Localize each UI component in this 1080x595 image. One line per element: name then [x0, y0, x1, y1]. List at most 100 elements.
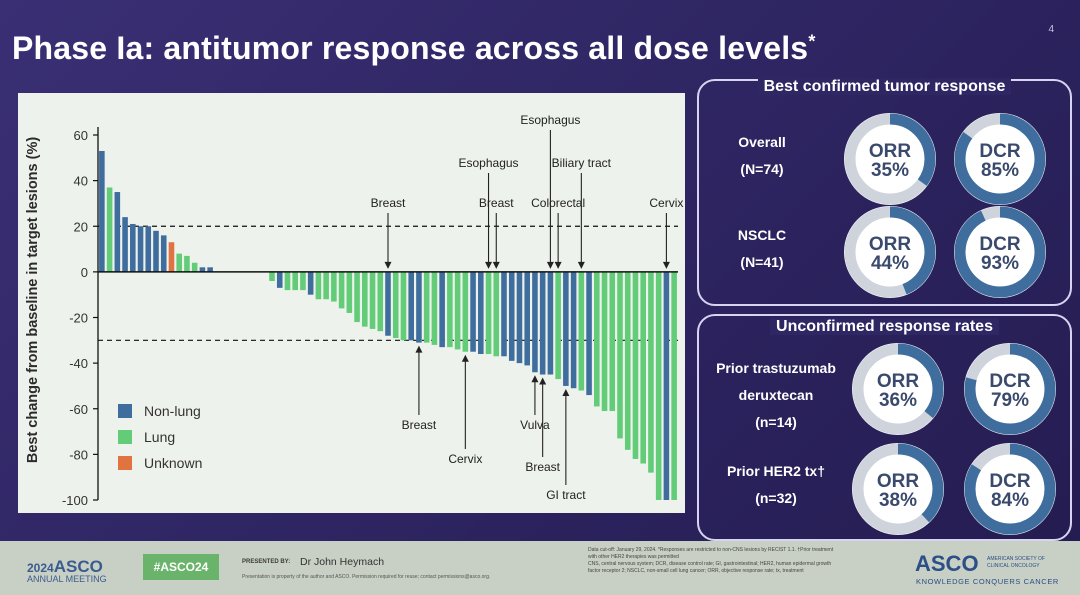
waterfall-bar: [601, 271, 608, 412]
annotation-arrowhead: [546, 261, 554, 269]
annotation-arrowhead: [662, 261, 670, 269]
waterfall-bar: [586, 271, 592, 396]
waterfall-bar: [431, 271, 438, 345]
donut-value-arc: [844, 206, 936, 298]
donut-inner-disc: [857, 219, 923, 285]
slide-number: 4: [1048, 24, 1054, 35]
row-label-line: (N=74): [740, 161, 784, 177]
donut-value-arc: [954, 113, 1046, 205]
donut-value-arc: [852, 443, 944, 535]
waterfall-bar: [292, 271, 298, 291]
asco-logo: ASCO: [915, 551, 979, 576]
row-label-line: Overall: [738, 134, 786, 150]
annotation-arrowhead: [577, 261, 585, 269]
waterfall-bar: [346, 271, 353, 313]
donut-inner-disc: [967, 219, 1033, 285]
annotation-arrowhead: [485, 261, 493, 269]
waterfall-bar: [137, 226, 144, 272]
waterfall-bar: [640, 271, 646, 464]
waterfall-bar: [439, 271, 445, 348]
unconfirmed-response-title: Unconfirmed response rates: [699, 318, 1070, 336]
legend-label: Non-lung: [144, 403, 201, 419]
hashtag-badge: #ASCO24: [143, 554, 219, 580]
y-tick-label: 60: [74, 128, 88, 143]
donut-inner-disc: [977, 356, 1043, 422]
waterfall-bar: [184, 255, 190, 272]
prior-tdxd-orr-donut: ORR 36%: [850, 341, 946, 442]
row-label-line: Prior trastuzumab: [716, 360, 836, 376]
asco-sub-line: CLINICAL ONCOLOGY: [987, 563, 1040, 569]
donut-value-text: 93%: [981, 253, 1019, 274]
legend-swatch: [118, 404, 132, 418]
annotation-label: Breast: [371, 196, 406, 210]
waterfall-bar: [516, 271, 523, 364]
waterfall-bar: [354, 271, 360, 323]
waterfall-bar: [671, 271, 677, 501]
row-label-line: (N=41): [740, 254, 784, 270]
waterfall-bar: [501, 271, 507, 357]
asco-sub-line: AMERICAN SOCIETY OF: [987, 556, 1045, 562]
waterfall-bar: [153, 230, 159, 272]
donut-value-arc: [964, 443, 1056, 535]
donut-inner-disc: [857, 126, 923, 192]
overall-dcr-donut: DCR 85%: [952, 111, 1048, 212]
annotation-label: Breast: [402, 418, 437, 432]
waterfall-bar: [160, 235, 167, 272]
data-footnote: Data cut-off: January 29, 2024. *Respons…: [588, 547, 833, 575]
waterfall-bar: [106, 187, 113, 272]
prior-tdxd-dcr-donut: DCR 79%: [962, 341, 1058, 442]
slide-title: Phase Ia: antitumor response across all …: [12, 30, 816, 66]
annotation-label: GI tract: [546, 488, 586, 502]
waterfall-bar: [323, 271, 329, 300]
waterfall-bar: [276, 271, 283, 288]
footnote-line: Data cut-off: January 29, 2024. *Respons…: [588, 547, 834, 553]
confirmed-response-title: Best confirmed tumor response: [699, 78, 1070, 96]
prior-her2-orr-donut: ORR 38%: [850, 441, 946, 542]
waterfall-bar: [609, 271, 616, 412]
y-tick-label: -80: [69, 447, 88, 462]
donut-metric-label: ORR: [869, 141, 912, 162]
waterfall-bar: [392, 271, 399, 339]
legend-label: Unknown: [144, 455, 202, 471]
y-tick-label: 0: [81, 265, 88, 280]
waterfall-bar: [377, 271, 384, 332]
meeting-sub: ANNUAL MEETING: [27, 574, 107, 584]
waterfall-bar: [578, 271, 585, 391]
annotation-label: Biliary tract: [552, 156, 612, 170]
overall-row-label: Overall (N=74): [711, 129, 813, 183]
waterfall-bar: [617, 271, 623, 439]
donut-metric-label: DCR: [979, 234, 1020, 255]
waterfall-chart-panel: 60 40 20 0 -20 -40 -60 -80 -100 Breast Esophagus B…: [18, 93, 685, 513]
annotation-arrowhead: [415, 345, 423, 353]
waterfall-bar: [462, 271, 469, 352]
donut-value-text: 84%: [991, 490, 1029, 511]
donut-inner-disc: [977, 456, 1043, 522]
y-axis-label: Best change from baseline in target lesi…: [25, 137, 41, 463]
footer-bar: 2024ASCO ANNUAL MEETING #ASCO24 PRESENTE…: [0, 541, 1080, 595]
unconfirmed-response-box: Unconfirmed response rates Prior trastuz…: [697, 314, 1072, 541]
annotation-arrowhead: [562, 388, 570, 396]
waterfall-bar: [315, 271, 322, 300]
legend-swatch: [118, 430, 132, 444]
footnote-line: factor receptor 2; NSCLC, non-small cell…: [588, 568, 804, 574]
waterfall-bar: [130, 223, 136, 272]
title-footnote-mark: *: [808, 31, 816, 52]
annotation-label: Cervix: [649, 196, 683, 210]
waterfall-bar: [307, 271, 314, 295]
prior-tdxd-row-label: Prior trastuzumab deruxtecan (n=14): [705, 355, 847, 436]
footnote-line: CNS, central nervous system; DCR, diseas…: [588, 561, 832, 567]
donut-metric-label: DCR: [989, 471, 1030, 492]
presenter-name: Dr John Heymach: [300, 556, 385, 568]
waterfall-bar: [114, 192, 121, 272]
annotation-label: Esophagus: [459, 156, 519, 170]
waterfall-bar: [300, 271, 306, 291]
waterfall-bar: [176, 253, 182, 272]
donut-value-text: 35%: [871, 160, 909, 181]
donut-metric-label: ORR: [869, 234, 912, 255]
y-tick-label: 40: [74, 174, 88, 189]
